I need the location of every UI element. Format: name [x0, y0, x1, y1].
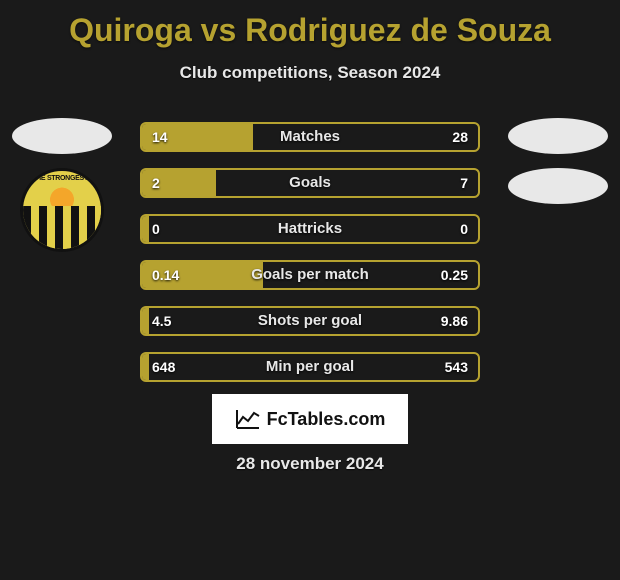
- date-text: 28 november 2024: [0, 454, 620, 474]
- stat-value-right: 543: [445, 354, 468, 380]
- stat-row: 648Min per goal543: [140, 352, 480, 382]
- left-player-column: HE STRONGEST: [12, 118, 112, 252]
- stat-row: 0Hattricks0: [140, 214, 480, 244]
- stat-value-right: 7: [460, 170, 468, 196]
- branding-text: FcTables.com: [267, 409, 386, 430]
- subtitle: Club competitions, Season 2024: [0, 63, 620, 83]
- stat-label: Hattricks: [142, 216, 478, 242]
- page-title: Quiroga vs Rodriguez de Souza: [0, 0, 620, 49]
- stat-label: Min per goal: [142, 354, 478, 380]
- branding-box: FcTables.com: [212, 394, 408, 444]
- stat-value-right: 0.25: [441, 262, 468, 288]
- stat-row: 2Goals7: [140, 168, 480, 198]
- stat-row: 14Matches28: [140, 122, 480, 152]
- stat-value-right: 28: [452, 124, 468, 150]
- stat-label: Shots per goal: [142, 308, 478, 334]
- club-badge-text: HE STRONGEST: [23, 175, 101, 182]
- stat-label: Goals per match: [142, 262, 478, 288]
- stat-label: Matches: [142, 124, 478, 150]
- player-silhouette-right-1: [508, 118, 608, 154]
- stat-label: Goals: [142, 170, 478, 196]
- player-silhouette-left: [12, 118, 112, 154]
- right-player-column: [508, 118, 608, 218]
- player-silhouette-right-2: [508, 168, 608, 204]
- stat-value-right: 0: [460, 216, 468, 242]
- badge-stripes: [23, 206, 101, 249]
- club-badge-left: HE STRONGEST: [20, 168, 104, 252]
- stat-row: 0.14Goals per match0.25: [140, 260, 480, 290]
- chart-icon: [235, 408, 261, 430]
- stats-container: 14Matches28 2Goals7 0Hattricks0 0.14Goals p…: [140, 122, 480, 398]
- stat-row: 4.5Shots per goal9.86: [140, 306, 480, 336]
- stat-value-right: 9.86: [441, 308, 468, 334]
